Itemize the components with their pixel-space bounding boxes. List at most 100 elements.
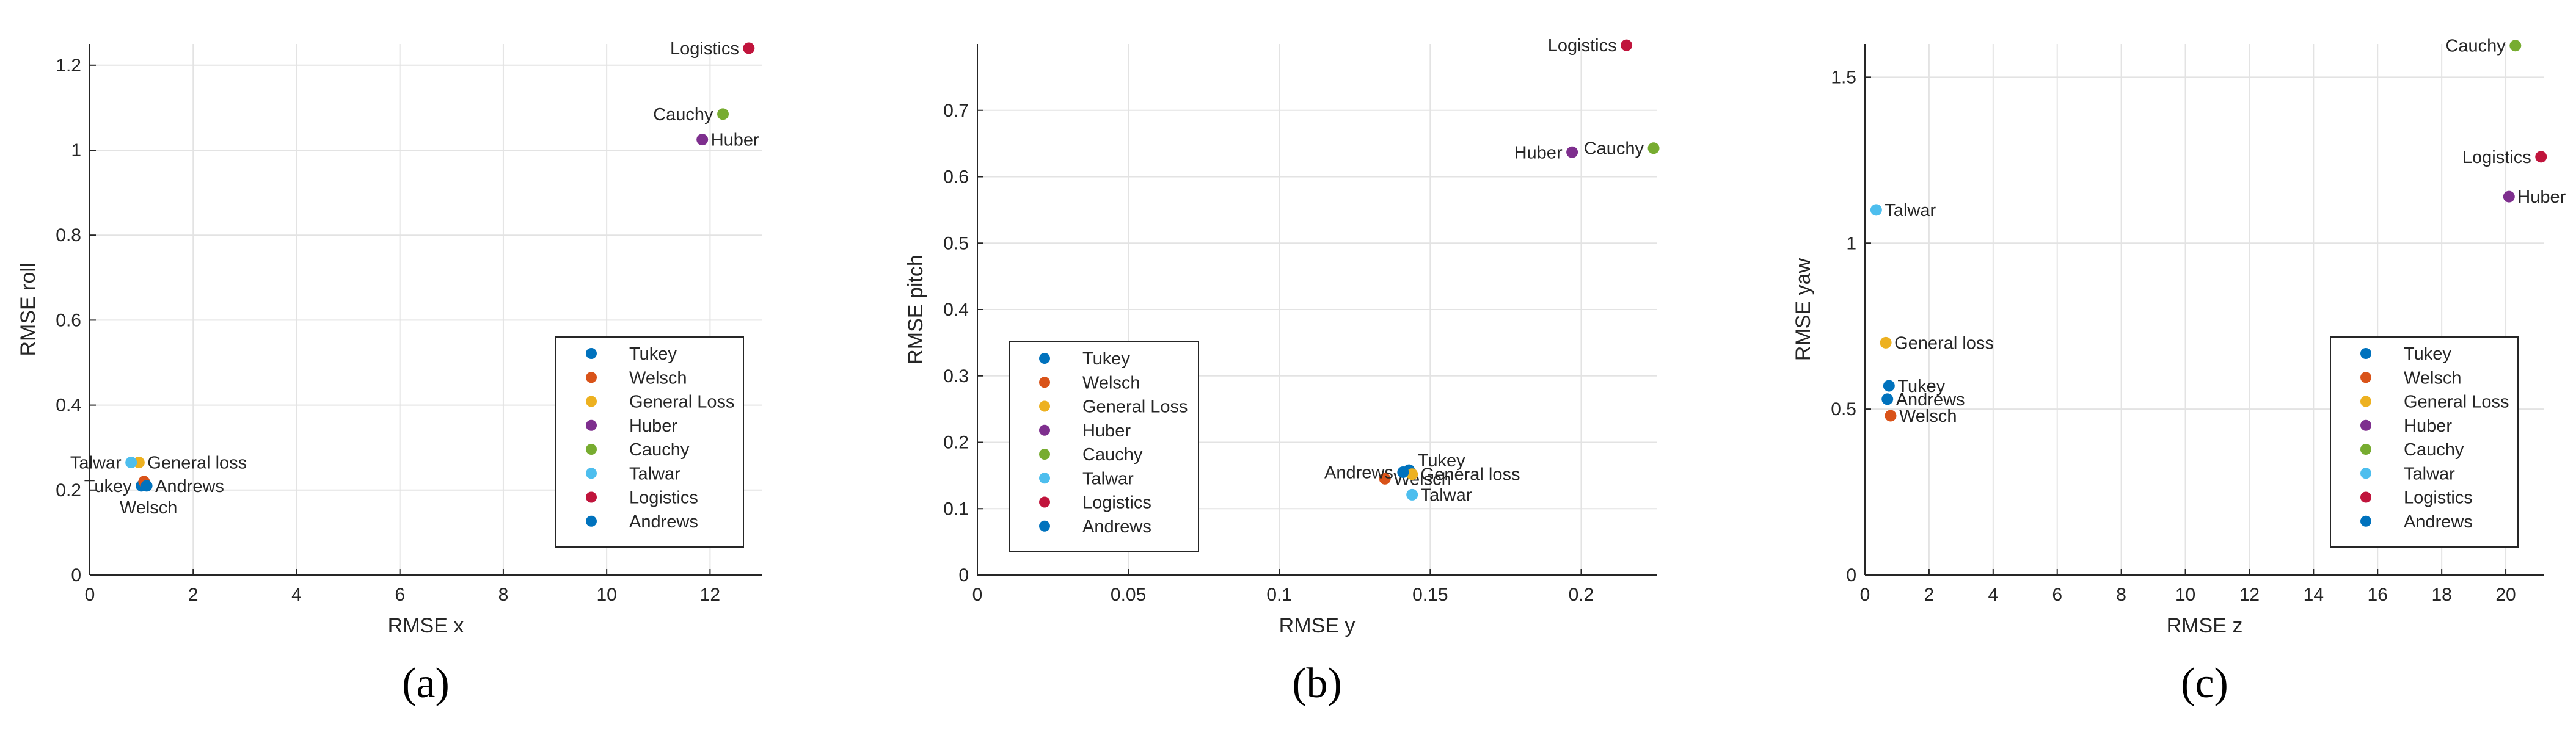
x-tick-label: 8 [2116,585,2126,605]
y-tick-label: 0.2 [943,433,969,453]
point-label-welsch: Welsch [1899,407,1957,426]
panel-caption: (c) [2181,660,2228,707]
legend-label-logistics: Logistics [2404,488,2473,508]
x-tick-label: 4 [1988,585,1998,605]
point-label-huber: Huber [2517,187,2566,207]
x-tick-label: 0.2 [1569,585,1594,605]
point-label-welsch: Welsch [120,498,178,518]
data-point-general-loss [1880,336,1892,349]
legend-marker-andrews [1039,520,1050,532]
point-label-cauchy: Cauchy [1584,139,1644,159]
point-label-general-loss: General loss [1421,465,1520,485]
legend-marker-cauchy [2360,444,2371,455]
data-point-cauchy [717,108,729,120]
legend-label-huber: Huber [1082,421,1131,441]
x-tick-label: 14 [2304,585,2324,605]
legend-label-general-loss: General Loss [1082,397,1188,417]
data-point-welsch [1885,410,1897,422]
y-axis-label: RMSE pitch [904,255,927,364]
point-label-general-loss: General loss [1894,333,1994,353]
x-tick-label: 4 [291,585,302,605]
data-point-tukey [1883,380,1895,392]
legend-label-welsch: Welsch [1082,373,1140,393]
point-label-logistics: Logistics [2462,148,2531,167]
data-point-huber [1566,146,1578,158]
y-axis-label: RMSE yaw [1792,258,1815,361]
x-tick-label: 10 [2175,585,2195,605]
legend-label-huber: Huber [629,416,677,436]
point-label-tukey: Tukey [84,477,132,496]
panel-b: 0 0.05 0.1 0.15 0.2 0 0.1 0.2 0.3 0.4 0.5 0.6 0.7 RMS… [904,36,1660,707]
y-tick-label: 0.6 [943,167,969,187]
x-tick-label: 18 [2431,585,2451,605]
x-tick-label: 6 [2052,585,2062,605]
legend-marker-tukey [2360,348,2371,359]
data-point-logistics [1621,39,1633,51]
x-tick-label: 0.1 [1266,585,1292,605]
data-point-cauchy [1647,142,1660,154]
legend-label-tukey: Tukey [2404,344,2451,364]
x-tick-label: 12 [700,585,720,605]
point-label-general-loss: General loss [147,454,247,473]
data-point-andrews [1397,466,1409,478]
legend-marker-welsch [2360,372,2371,383]
legend-label-andrews: Andrews [629,512,698,532]
legend-marker-logistics [1039,496,1050,508]
data-point-logistics [743,42,755,54]
legend: Tukey Welsch General Loss Huber Cauchy Talwar… [1009,341,1199,552]
legend-marker-tukey [586,348,597,359]
legend-marker-talwar [586,468,597,479]
data-point-huber [2503,190,2515,203]
x-tick-label: 0.15 [1412,585,1448,605]
legend-box [555,336,744,548]
y-tick-label: 1.2 [56,56,81,76]
y-tick-label: 0.5 [1831,399,1856,419]
x-tick-label: 0.05 [1111,585,1146,605]
legend-box [2330,336,2519,548]
point-label-talwar: Talwar [1421,485,1472,505]
legend-label-andrews: Andrews [2404,512,2473,532]
y-tick-label: 0.1 [943,499,969,519]
y-tick-label: 0.5 [943,233,969,253]
y-tick-label: 0 [958,565,969,585]
legend-marker-tukey [1039,353,1050,364]
data-point-general-loss [1406,468,1418,480]
point-label-tukey: Tukey [1897,377,1945,396]
legend-box [1009,341,1199,552]
x-tick-label: 0 [85,585,95,605]
y-tick-label: 0.6 [56,310,81,330]
legend-marker-welsch [586,372,597,383]
legend-label-talwar: Talwar [629,464,680,483]
x-axis-label: RMSE x [388,614,464,637]
legend-marker-andrews [2360,515,2371,527]
y-tick-label: 0.4 [56,396,81,416]
data-point-talwar [1406,488,1418,501]
legend-label-logistics: Logistics [1082,493,1151,513]
legend-label-andrews: Andrews [1082,517,1151,537]
legend-label-talwar: Talwar [2404,464,2455,483]
y-tick-label: 1 [71,140,81,161]
x-tick-label: 2 [188,585,199,605]
x-tick-label: 12 [2239,585,2260,605]
panel-c: 0 2 4 6 8 10 12 14 16 18 20 0 0.5 1 1.5 RMSE z RMSE yaw T… [1792,37,2566,707]
y-tick-label: 0.2 [56,480,81,501]
legend-marker-general-loss [2360,396,2371,407]
legend-marker-talwar [2360,468,2371,479]
y-tick-label: 0 [1846,565,1856,585]
legend-label-cauchy: Cauchy [1082,445,1143,465]
point-label-logistics: Logistics [1548,36,1617,56]
legend-marker-andrews [586,515,597,527]
point-label-andrews: Andrews [155,477,224,496]
x-tick-label: 8 [498,585,509,605]
legend-label-huber: Huber [2404,416,2452,436]
x-tick-label: 2 [1924,585,1935,605]
legend-marker-general-loss [586,396,597,407]
legend-label-talwar: Talwar [1082,469,1134,488]
legend-marker-huber [586,419,597,431]
y-tick-label: 0 [71,565,81,585]
x-axis-label: RMSE y [1279,614,1356,637]
legend-marker-welsch [1039,377,1050,388]
y-tick-label: 1.5 [1831,67,1856,87]
point-label-cauchy: Cauchy [2445,37,2506,56]
